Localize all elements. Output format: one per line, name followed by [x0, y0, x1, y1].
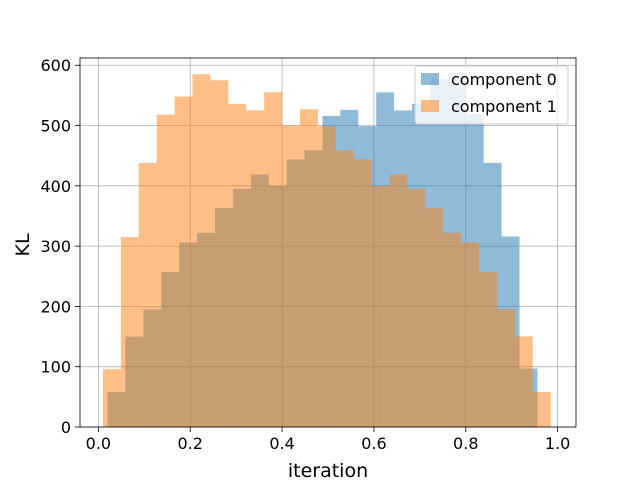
legend-swatch-component-0: [421, 73, 439, 85]
bar-series-1: [210, 80, 229, 427]
axis-ticks: 0.0 0.2 0.4 0.6 0.8 1.0 0 100 200 300 400 500 600: [40, 56, 570, 453]
y-tick-label: 0: [61, 418, 71, 437]
y-axis-label: KL: [12, 233, 34, 256]
x-tick-label: 0.0: [86, 434, 111, 453]
bar-series-1: [461, 242, 480, 427]
bar-series-1: [246, 110, 265, 428]
bar-series-1: [497, 309, 515, 427]
bar-series-1: [264, 92, 283, 427]
x-tick-label: 0.2: [177, 434, 202, 453]
x-tick-label: 0.6: [361, 434, 386, 453]
bar-series-1: [353, 159, 372, 427]
bar-series-1: [120, 237, 139, 427]
bar-series-1: [138, 162, 157, 428]
x-tick-label: 0.4: [269, 434, 294, 453]
y-tick-label: 100: [40, 358, 71, 377]
bar-series-1: [192, 74, 211, 427]
bar-series-1: [156, 114, 175, 428]
bar-series-1: [299, 109, 318, 427]
y-tick-label: 500: [40, 117, 71, 136]
bar-series-1: [317, 126, 336, 427]
bar-series-1: [389, 174, 408, 427]
y-tick-label: 300: [40, 237, 71, 256]
bar-series-1: [479, 272, 498, 427]
histogram-bars: [102, 73, 551, 428]
legend-label-component-0: component 0: [451, 70, 557, 89]
legend-label-component-1: component 1: [451, 97, 557, 116]
y-tick-label: 400: [40, 177, 71, 196]
bar-series-1: [335, 150, 354, 427]
x-tick-label: 1.0: [545, 434, 570, 453]
bar-series-1: [228, 103, 247, 427]
bar-series-1: [102, 369, 121, 427]
bar-series-1: [443, 232, 462, 427]
legend-frame: [414, 65, 569, 125]
bar-series-1: [532, 392, 551, 427]
bar-series-1: [425, 208, 444, 427]
x-axis-label: iteration: [288, 460, 368, 480]
bar-series-1: [371, 185, 390, 427]
y-tick-label: 200: [40, 297, 71, 316]
legend: component 0 component 1: [414, 65, 569, 125]
bar-series-1: [514, 336, 533, 427]
bar-series-1: [174, 96, 193, 428]
bar-series-1: [282, 125, 300, 427]
plot-frame: [79, 57, 577, 428]
x-tick-label: 0.8: [453, 434, 478, 453]
y-tick-label: 600: [40, 56, 71, 75]
legend-swatch-component-1: [421, 100, 439, 112]
axes-box: [79, 57, 577, 428]
bar-series-1: [407, 188, 426, 427]
